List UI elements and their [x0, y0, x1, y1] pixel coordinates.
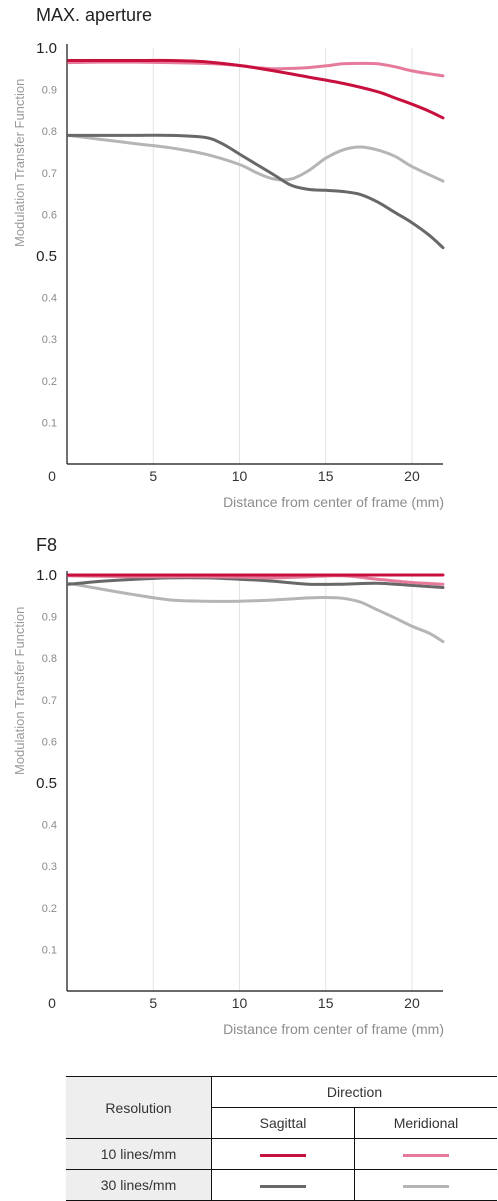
x-tick-label: 5	[149, 995, 157, 1011]
y-tick-label: 1.0	[36, 40, 57, 57]
legend-table: Resolution Direction Sagittal Meridional…	[66, 1076, 497, 1201]
y-tick-label: 0.6	[42, 736, 57, 748]
y-tick-label: 0.4	[42, 293, 57, 305]
chart-title: F8	[36, 535, 58, 555]
chart-title: MAX. aperture	[36, 5, 153, 25]
direction-header: Direction	[211, 1076, 497, 1108]
y-tick-label: 0.9	[42, 612, 57, 624]
legend-swatch-meridional-30	[354, 1169, 497, 1201]
y-tick-label: 0.4	[42, 820, 57, 832]
series-line-meridional-10	[67, 60, 445, 78]
y-tick-label: 0.9	[42, 85, 57, 97]
y-tick-label: 0.3	[42, 334, 57, 346]
resolution-header: Resolution	[66, 1076, 212, 1139]
y-tick-label: 0.8	[42, 653, 57, 665]
y-tick-label: 0.2	[42, 376, 57, 388]
series-line-meridional-10	[67, 574, 445, 586]
series-line-meridional-30	[67, 581, 445, 644]
legend-swatch-sagittal-10	[211, 1138, 355, 1170]
meridional-header: Meridional	[354, 1107, 497, 1139]
chart-max-aperture: MAX. aperture Modulation Transfer Functi…	[0, 0, 498, 520]
series-line-meridional-30	[67, 133, 445, 183]
series-line-sagittal-30	[67, 133, 445, 250]
y-tick-label: 0.7	[42, 168, 57, 180]
x-tick-label: 15	[318, 995, 334, 1011]
x-tick-label: 0	[48, 995, 56, 1011]
x-axis-label: Distance from center of frame (mm)	[223, 1021, 444, 1037]
x-tick-label: 5	[149, 468, 157, 484]
x-tick-label: 10	[232, 468, 248, 484]
x-tick-label: 20	[404, 468, 420, 484]
x-tick-label: 20	[404, 995, 420, 1011]
x-tick-label: 0	[48, 468, 56, 484]
x-tick-label: 15	[318, 468, 334, 484]
series-line-sagittal-10	[67, 58, 445, 120]
legend-swatch-sagittal-30	[211, 1169, 355, 1201]
y-tick-label: 0.1	[42, 417, 57, 429]
line-sample	[260, 1184, 306, 1188]
y-tick-label: 0.1	[42, 944, 57, 956]
y-tick-label: 1.0	[36, 567, 57, 584]
x-axis-label: Distance from center of frame (mm)	[223, 494, 444, 510]
x-tick-label: 10	[232, 995, 248, 1011]
y-tick-label: 0.5	[36, 248, 57, 265]
line-sample	[260, 1153, 306, 1157]
mtf-plot-max-aperture: 1.0 0.9 0.8 0.7 0.6 0.5 0.4 0.3 0.2 0.1 0 5 10 15 20	[36, 40, 445, 484]
y-tick-label: 0.3	[42, 861, 57, 873]
y-tick-label: 0.6	[42, 209, 57, 221]
mtf-plot-f8: 1.0 0.9 0.8 0.7 0.6 0.5 0.4 0.3 0.2 0.1 0 5 10 15 20	[36, 567, 445, 1011]
y-tick-label: 0.5	[36, 775, 57, 792]
chart-f8: F8 Modulation Transfer Function 1.0 0.9 0.…	[0, 527, 498, 1047]
line-sample	[403, 1153, 449, 1157]
sagittal-header: Sagittal	[211, 1107, 355, 1139]
y-tick-label: 0.7	[42, 695, 57, 707]
row-30-label: 30 lines/mm	[66, 1169, 212, 1201]
y-tick-label: 0.8	[42, 126, 57, 138]
row-10-label: 10 lines/mm	[66, 1138, 212, 1170]
legend-swatch-meridional-10	[354, 1138, 497, 1170]
line-sample	[403, 1184, 449, 1188]
series-line-sagittal-30	[67, 576, 445, 589]
y-tick-label: 0.2	[42, 903, 57, 915]
